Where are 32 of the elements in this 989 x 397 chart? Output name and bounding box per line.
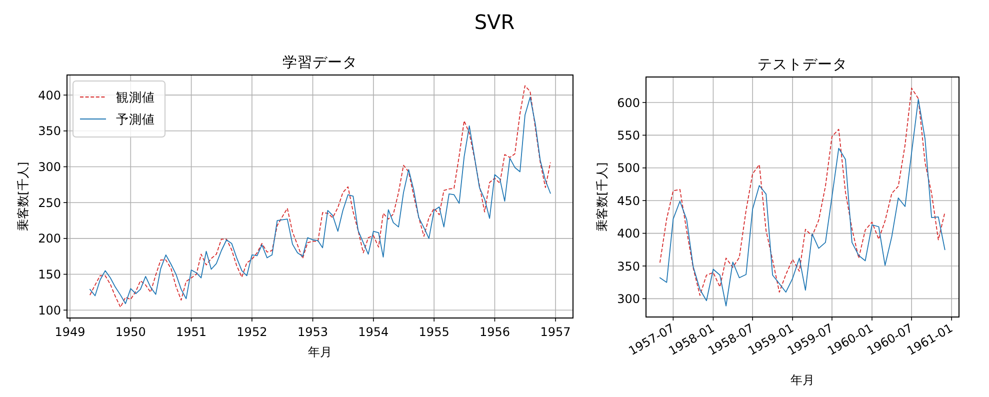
x-tick-label: 1957	[540, 325, 571, 339]
y-tick-label: 450	[617, 194, 640, 208]
x-tick-label: 1954	[358, 325, 389, 339]
y-tick-label: 200	[38, 232, 61, 246]
y-tick-label: 350	[617, 259, 640, 274]
chart-title: テストデータ	[758, 57, 848, 73]
y-tick-label: 250	[38, 196, 61, 210]
x-tick-label: 1952	[236, 325, 268, 339]
y-tick-label: 550	[617, 128, 640, 142]
y-tick-label: 500	[617, 161, 640, 176]
text: SVR	[474, 10, 515, 34]
chart-title: 学習データ	[282, 54, 358, 71]
y-tick-label: 300	[617, 292, 640, 306]
y-tick-label: 100	[38, 303, 61, 318]
y-axis-title: 乗客数[千人]	[595, 162, 609, 232]
x-axis-title: 年月	[790, 373, 814, 387]
y-tick-label: 400	[617, 226, 640, 241]
x-tick-label: 1950	[115, 325, 146, 339]
legend-label: 観測値	[116, 90, 155, 104]
y-tick-label: 600	[617, 96, 640, 110]
y-tick-label: 400	[38, 88, 61, 102]
x-tick-label: 1955	[418, 325, 450, 339]
x-axis-title: 年月	[308, 345, 332, 359]
x-tick-label: 1951	[176, 325, 207, 339]
y-tick-label: 350	[38, 124, 61, 138]
x-tick-label: 1949	[54, 325, 86, 339]
y-tick-label: 150	[38, 268, 61, 282]
y-tick-label: 300	[38, 160, 61, 174]
x-tick-label: 1953	[298, 325, 328, 339]
legend-label: 予測値	[116, 112, 155, 126]
x-tick-label: 1956	[479, 325, 510, 339]
y-axis-title: 乗客数[千人]	[16, 162, 30, 232]
